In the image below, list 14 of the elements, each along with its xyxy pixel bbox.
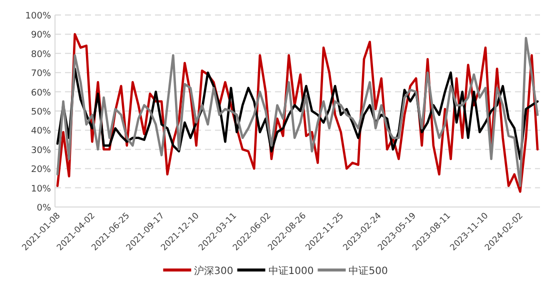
y-tick-label: 40% bbox=[30, 126, 52, 137]
y-tick-label: 90% bbox=[30, 30, 52, 41]
y-tick-label: 0% bbox=[36, 204, 52, 214]
y-tick-label: 50% bbox=[30, 108, 52, 118]
y-tick-label: 100% bbox=[25, 12, 52, 22]
y-tick-label: 30% bbox=[30, 146, 52, 156]
legend-label: 中证500 bbox=[348, 265, 388, 277]
y-tick-label: 60% bbox=[30, 88, 52, 98]
y-tick-label: 70% bbox=[30, 69, 52, 80]
y-tick-label: 10% bbox=[30, 184, 52, 194]
y-tick-label: 80% bbox=[30, 50, 52, 60]
legend-label: 中证1000 bbox=[268, 265, 314, 277]
legend-label: 沪深300 bbox=[194, 265, 234, 277]
y-tick-label: 20% bbox=[30, 165, 52, 176]
